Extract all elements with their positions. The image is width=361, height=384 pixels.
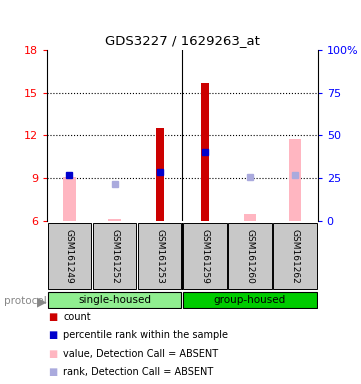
- Text: rank, Detection Call = ABSENT: rank, Detection Call = ABSENT: [63, 367, 213, 377]
- Text: GSM161252: GSM161252: [110, 229, 119, 284]
- Text: protocol: protocol: [4, 296, 46, 306]
- Bar: [289, 139, 301, 221]
- Text: ▶: ▶: [37, 295, 46, 308]
- Text: value, Detection Call = ABSENT: value, Detection Call = ABSENT: [63, 349, 218, 359]
- FancyBboxPatch shape: [138, 223, 182, 289]
- Bar: [201, 83, 209, 221]
- Text: ■: ■: [48, 312, 57, 322]
- Text: ■: ■: [48, 330, 57, 340]
- Title: GDS3227 / 1629263_at: GDS3227 / 1629263_at: [105, 34, 260, 47]
- FancyBboxPatch shape: [48, 223, 91, 289]
- Bar: [244, 214, 256, 221]
- FancyBboxPatch shape: [93, 223, 136, 289]
- FancyBboxPatch shape: [274, 223, 317, 289]
- Text: GSM161262: GSM161262: [291, 229, 300, 284]
- Text: ■: ■: [48, 349, 57, 359]
- Text: GSM161259: GSM161259: [200, 229, 209, 284]
- Text: single-housed: single-housed: [78, 295, 151, 305]
- Text: percentile rank within the sample: percentile rank within the sample: [63, 330, 228, 340]
- Text: count: count: [63, 312, 91, 322]
- Text: GSM161260: GSM161260: [245, 229, 255, 284]
- FancyBboxPatch shape: [229, 223, 272, 289]
- Bar: [63, 177, 76, 221]
- FancyBboxPatch shape: [48, 291, 182, 308]
- Text: GSM161249: GSM161249: [65, 229, 74, 284]
- Text: ■: ■: [48, 367, 57, 377]
- FancyBboxPatch shape: [183, 223, 227, 289]
- Text: GSM161253: GSM161253: [155, 229, 164, 284]
- Bar: [108, 219, 121, 221]
- Text: group-housed: group-housed: [214, 295, 286, 305]
- FancyBboxPatch shape: [183, 291, 317, 308]
- Bar: [156, 128, 164, 221]
